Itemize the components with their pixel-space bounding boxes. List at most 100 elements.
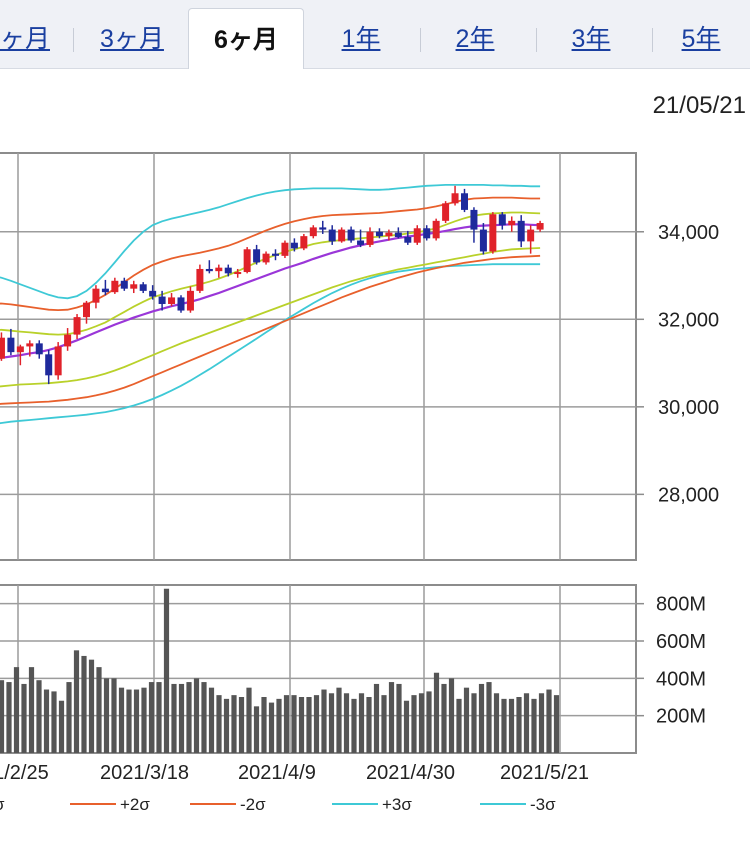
date-tick-label: 2021/4/9	[238, 762, 316, 784]
volume-bar	[456, 698, 462, 753]
volume-bar	[186, 682, 192, 753]
volume-bar	[478, 683, 485, 753]
volume-bar	[381, 695, 387, 753]
volume-bar	[493, 693, 500, 753]
volume-tick-label: 600M	[656, 631, 706, 653]
volume-bar	[531, 698, 537, 753]
candle-body	[130, 284, 138, 289]
candle-body	[139, 284, 147, 291]
candle-body	[442, 203, 450, 221]
candle-body	[168, 297, 176, 304]
candle-body	[101, 288, 109, 293]
volume-bar	[366, 697, 372, 753]
legend-label: -2σ	[240, 795, 266, 814]
band-minus1-line	[0, 247, 541, 388]
volume-bar	[21, 683, 27, 753]
volume-bar	[58, 700, 65, 753]
candle-body	[262, 253, 270, 263]
volume-bar	[433, 672, 440, 753]
tab-3[interactable]: 1年	[341, 25, 381, 53]
candle-body	[196, 268, 204, 291]
candle-body	[508, 220, 516, 226]
candle-body	[413, 228, 421, 243]
tab-2[interactable]: 6ヶ月	[188, 8, 304, 69]
candle-body	[394, 232, 402, 238]
volume-bar	[0, 680, 5, 753]
chart-date: 21/05/21	[652, 92, 746, 119]
price-panel	[0, 152, 637, 561]
candle-body	[536, 223, 544, 230]
volume-bar	[28, 667, 35, 753]
tab-separator	[536, 28, 537, 52]
candle-body	[385, 232, 393, 237]
volume-bar	[448, 678, 455, 753]
candle-body	[73, 317, 81, 335]
candle-body	[300, 236, 308, 249]
moving-average-line	[0, 223, 541, 360]
volume-bar	[6, 682, 12, 753]
volume-bar	[471, 693, 477, 753]
candle-body	[243, 249, 251, 273]
price-tick-label: 28,000	[658, 484, 719, 506]
candle-body	[177, 297, 185, 311]
volume-bar	[328, 693, 335, 753]
volume-bar	[306, 697, 312, 753]
candle-body	[120, 280, 128, 289]
date-tick-label: 21/2/25	[0, 762, 49, 784]
volume-bar	[291, 695, 297, 753]
candle-body	[479, 229, 487, 252]
candle-body	[498, 214, 506, 226]
volume-bar	[246, 687, 252, 753]
volume-tick-label: 800M	[656, 594, 706, 616]
volume-bar	[96, 667, 102, 753]
volume-bar	[66, 682, 72, 753]
candle-body	[64, 334, 72, 347]
candle-body	[83, 302, 90, 318]
tab-6[interactable]: 5年	[681, 25, 721, 53]
date-tick-label: 2021/5/21	[500, 762, 589, 784]
volume-bar	[133, 689, 140, 753]
volume-bar	[51, 691, 57, 753]
date-tick-label: 2021/4/30	[366, 762, 455, 784]
candle-body	[470, 209, 478, 230]
volume-bar	[238, 697, 245, 753]
volume-bar	[81, 655, 87, 753]
candle-body	[309, 227, 317, 237]
volume-bar	[276, 698, 282, 753]
candle-body	[347, 229, 355, 241]
tab-5[interactable]: 3年	[571, 25, 611, 53]
volume-bar	[546, 689, 552, 753]
volume-bar	[216, 695, 222, 753]
candle-body	[527, 229, 535, 242]
tab-4[interactable]: 2年	[455, 25, 495, 53]
volume-bar	[141, 687, 147, 753]
volume-bar	[388, 682, 395, 753]
volume-bar	[126, 689, 132, 753]
volume-bar	[223, 698, 230, 753]
candle-body	[338, 229, 346, 242]
volume-tick-label: 400M	[656, 668, 706, 690]
volume-bar	[268, 702, 275, 753]
tab-0[interactable]: ヶ月	[0, 25, 50, 53]
volume-bar	[486, 682, 492, 753]
volume-bar	[178, 683, 185, 753]
volume-bar	[538, 693, 545, 753]
candle-body	[319, 227, 327, 230]
band-minus2-line	[0, 254, 541, 405]
candle-body	[7, 337, 15, 353]
volume-bar	[171, 683, 177, 753]
price-tick-label: 30,000	[658, 397, 719, 419]
volume-bar	[43, 689, 50, 753]
candle-body	[186, 290, 194, 311]
legend-label: +3σ	[382, 795, 412, 814]
candle-body	[0, 337, 5, 359]
volume-bar	[73, 650, 80, 753]
candle-body	[272, 253, 279, 256]
volume-bar	[418, 693, 425, 753]
volume-bar	[118, 687, 125, 753]
volume-bar	[373, 683, 380, 753]
legend-sigma-fragment: σ	[0, 795, 5, 814]
volume-bar	[553, 695, 560, 753]
tab-1[interactable]: 3ヶ月	[100, 25, 164, 53]
candle-body	[432, 220, 440, 239]
